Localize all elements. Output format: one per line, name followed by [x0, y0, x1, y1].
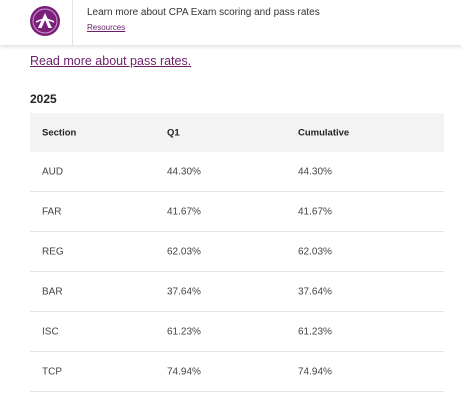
- year-heading: 2025: [30, 92, 57, 106]
- table-row: AUD 44.30% 44.30%: [30, 152, 444, 192]
- cumulative-cell: 74.94%: [298, 366, 332, 377]
- column-header-cumulative: Cumulative: [298, 127, 350, 138]
- q1-cell: 74.94%: [167, 366, 201, 377]
- table-row: BAR 37.64% 37.64%: [30, 272, 444, 312]
- q1-cell: 41.67%: [167, 206, 201, 217]
- q1-cell: 62.03%: [167, 246, 201, 257]
- section-cell: ISC: [42, 326, 59, 337]
- cumulative-cell: 41.67%: [298, 206, 332, 217]
- table-row: ISC 61.23% 61.23%: [30, 312, 444, 352]
- section-cell: BAR: [42, 286, 63, 297]
- cumulative-cell: 44.30%: [298, 166, 332, 177]
- table-header-row: Section Q1 Cumulative: [30, 113, 444, 152]
- section-cell: AUD: [42, 166, 64, 177]
- section-cell: REG: [42, 246, 64, 257]
- resources-link[interactable]: Resources: [87, 23, 126, 32]
- table-row: FAR 41.67% 41.67%: [30, 192, 444, 232]
- column-header-q1: Q1: [167, 127, 180, 138]
- cumulative-cell: 62.03%: [298, 246, 332, 257]
- banner-text: Learn more about CPA Exam scoring and pa…: [87, 7, 320, 18]
- cumulative-cell: 61.23%: [298, 326, 332, 337]
- cumulative-cell: 37.64%: [298, 286, 332, 297]
- table-row: REG 62.03% 62.03%: [30, 232, 444, 272]
- aicpa-logo-icon[interactable]: [29, 5, 61, 37]
- q1-cell: 61.23%: [167, 326, 201, 337]
- q1-cell: 44.30%: [167, 166, 201, 177]
- table-row: TCP 74.94% 74.94%: [30, 352, 444, 392]
- section-cell: TCP: [42, 366, 62, 377]
- top-banner: Learn more about CPA Exam scoring and pa…: [0, 0, 462, 45]
- header-divider: [72, 0, 73, 45]
- section-cell: FAR: [42, 206, 62, 217]
- column-header-section: Section: [42, 127, 77, 138]
- read-more-pass-rates-link[interactable]: Read more about pass rates.: [30, 54, 192, 68]
- pass-rates-table: Section Q1 Cumulative AUD 44.30% 44.30% …: [30, 113, 444, 392]
- q1-cell: 37.64%: [167, 286, 201, 297]
